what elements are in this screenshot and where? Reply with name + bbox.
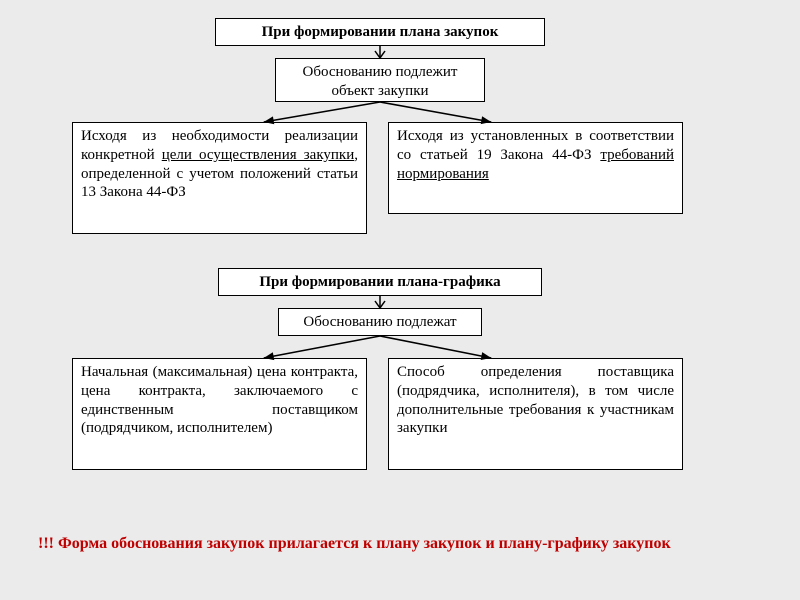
text: !!! Форма обоснования закупок прилагаетс…: [38, 535, 671, 552]
section2-left-box: Начальная (максимальная) цена контракта,…: [72, 358, 367, 470]
section1-left-box: Исходя из необходимости реализации конкр…: [72, 122, 367, 234]
footer-note: !!! Форма обоснования закупок прилагаетс…: [38, 534, 762, 554]
diagram-stage: { "type": "flowchart", "background_color…: [0, 0, 800, 600]
text-underline: цели осуществления закупки: [162, 147, 355, 163]
section1-right-box: Исходя из установленных в соответствии с…: [388, 122, 683, 214]
text: При формировании плана-графика: [259, 274, 500, 290]
section1-title: При формировании плана закупок: [215, 18, 545, 46]
text: Способ определения поставщика (подрядчик…: [397, 364, 674, 436]
section2-right-box: Способ определения поставщика (подрядчик…: [388, 358, 683, 470]
section1-subtitle: Обоснованию подлежит объект закупки: [275, 58, 485, 102]
text: Начальная (максимальная) цена контракта,…: [81, 364, 358, 436]
text: При формировании плана закупок: [262, 24, 499, 40]
section2-subtitle: Обоснованию подлежат: [278, 308, 482, 336]
text: Обоснованию подлежат: [303, 314, 456, 330]
text: Обоснованию подлежит объект закупки: [303, 64, 458, 99]
section2-title: При формировании плана-графика: [218, 268, 542, 296]
